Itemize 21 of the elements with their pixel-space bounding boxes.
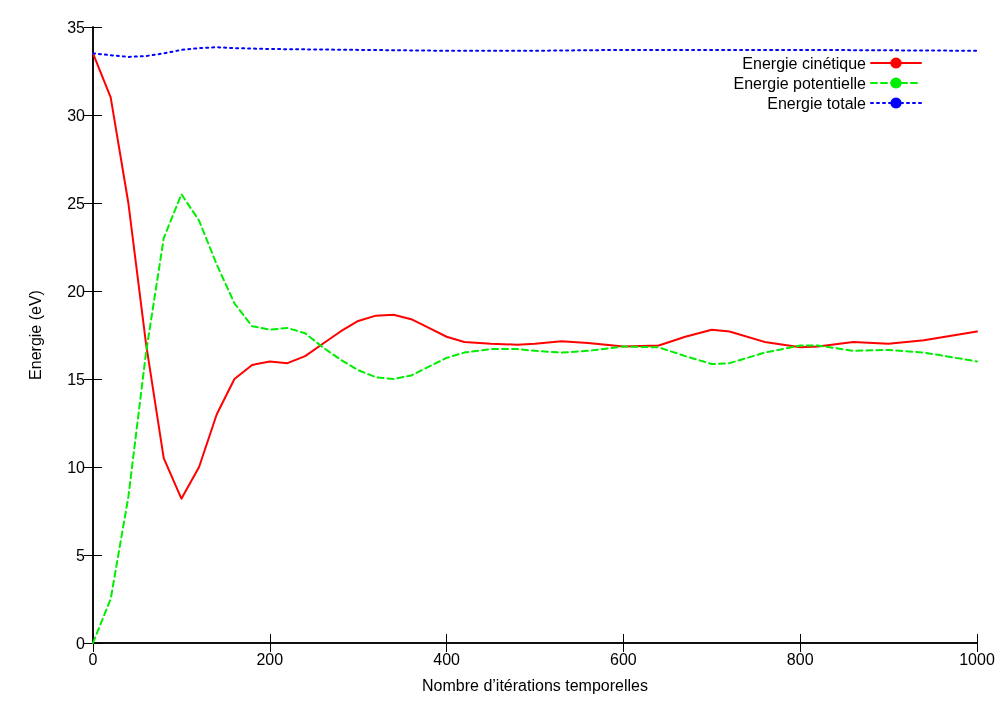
legend-label: Energie cinétique [742, 54, 867, 72]
x-tick-label: 0 [88, 650, 98, 668]
y-tick-label: 10 [67, 458, 86, 476]
legend-label: Energie totale [767, 94, 867, 112]
y-tick-label: 35 [67, 18, 86, 36]
x-tick-label: 200 [256, 650, 284, 668]
line-series [92, 52, 978, 500]
y-tick-label: 15 [67, 370, 86, 388]
x-tick-label: 800 [786, 650, 814, 668]
y-tick-label: 25 [67, 194, 86, 212]
y-tick-label: 0 [76, 634, 86, 652]
legend-label: Energie potentielle [733, 74, 867, 92]
x-tick-label: 400 [433, 650, 461, 668]
line-series [92, 46, 978, 58]
x-axis-title: Nombre d’itérations temporelles [422, 676, 648, 694]
x-tick-label: 1000 [959, 650, 995, 668]
y-tick-label: 5 [76, 546, 86, 564]
y-tick-label: 20 [67, 282, 86, 300]
y-axis-title: Energie (eV) [26, 290, 44, 380]
y-tick-label: 30 [67, 106, 86, 124]
x-tick-label: 600 [610, 650, 637, 668]
